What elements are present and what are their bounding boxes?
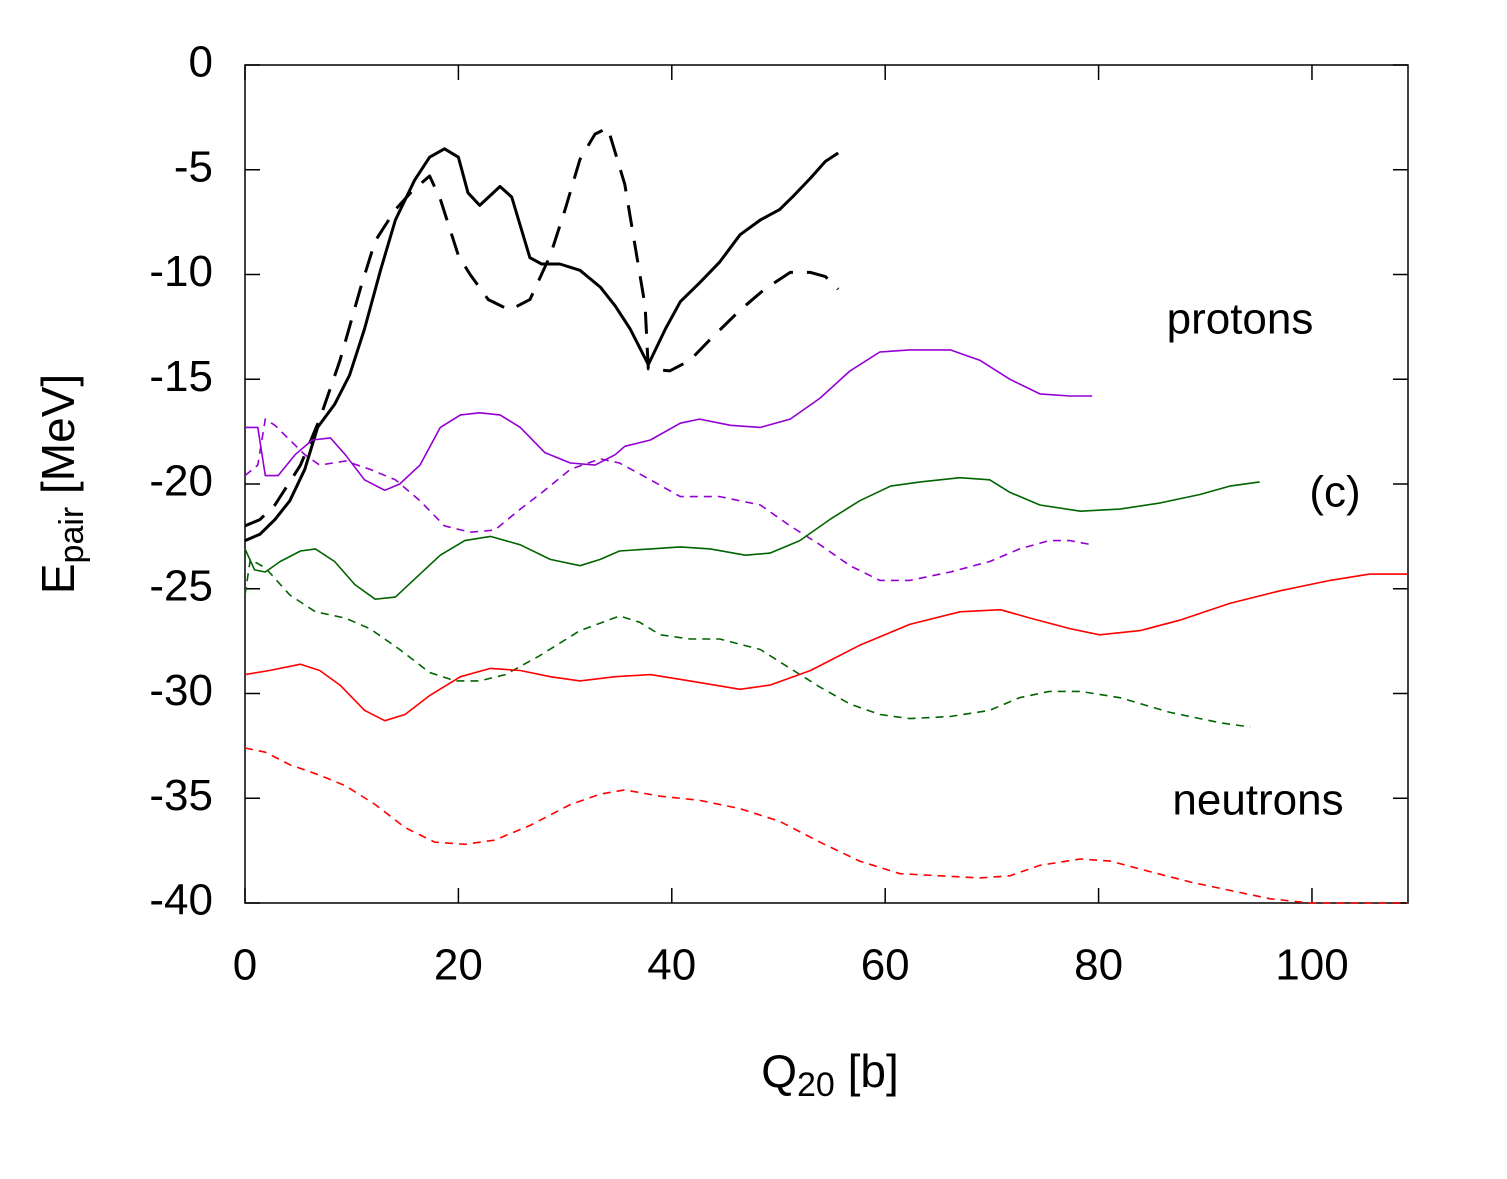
- x-tick-label: 20: [434, 941, 483, 990]
- x-label-main: Q: [761, 1045, 797, 1097]
- x-label-sub: 20: [797, 1066, 835, 1104]
- y-tick-label: 0: [189, 38, 213, 87]
- y-tick-label: -5: [174, 142, 213, 191]
- series-line: [244, 558, 1251, 728]
- y-tick-label: -40: [149, 876, 213, 925]
- x-tick-label: 100: [1275, 941, 1348, 990]
- x-tick-label: 80: [1074, 941, 1123, 990]
- series-line: [244, 476, 1260, 600]
- y-label-main: E: [32, 563, 84, 594]
- y-tick-label: -15: [149, 352, 213, 401]
- annotation: neutrons: [1172, 776, 1343, 825]
- x-label-rest: [b]: [835, 1045, 899, 1097]
- x-tick-label: 0: [233, 941, 257, 990]
- y-tick-label: -10: [149, 247, 213, 296]
- series-line: [244, 147, 840, 542]
- x-axis-label: Q20 [b]: [761, 1045, 899, 1104]
- y-tick-label: -30: [149, 666, 213, 715]
- y-tick-label: -35: [149, 771, 213, 820]
- y-axis-label: Epair [MeV]: [32, 374, 91, 594]
- annotation: protons: [1167, 295, 1314, 344]
- series-line: [245, 349, 1093, 492]
- x-tick-label: 60: [861, 941, 910, 990]
- y-label-sub: pair: [53, 507, 91, 564]
- y-tick-label: -25: [149, 561, 213, 610]
- annotation: (c): [1309, 468, 1360, 517]
- x-tick-label: 40: [647, 941, 696, 990]
- y-label-rest: [MeV]: [32, 374, 84, 507]
- y-tick-label: -20: [149, 457, 213, 506]
- series-line: [244, 747, 1408, 904]
- series-line: [244, 573, 1408, 722]
- series-line: [244, 126, 840, 528]
- series-line: [244, 418, 1093, 582]
